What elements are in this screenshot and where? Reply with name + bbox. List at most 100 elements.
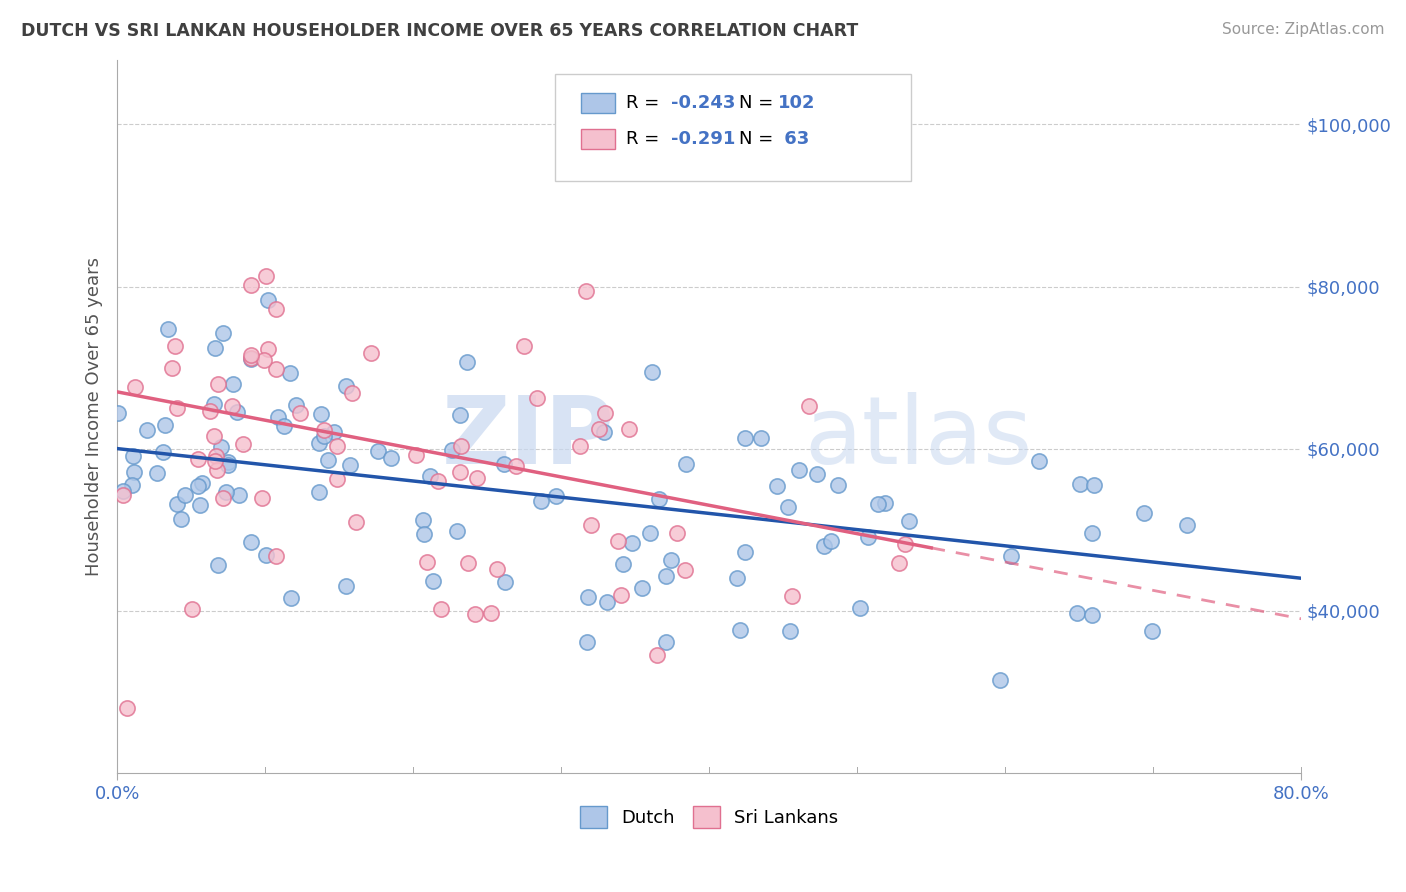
FancyBboxPatch shape <box>581 128 614 149</box>
Point <box>312 423 335 437</box>
Point <box>645 648 668 662</box>
Point <box>648 492 671 507</box>
Point <box>749 431 772 445</box>
Point <box>311 407 333 421</box>
Point <box>898 514 921 528</box>
Point <box>638 526 661 541</box>
Point <box>117 701 139 715</box>
Point <box>217 455 239 469</box>
Point <box>273 418 295 433</box>
Legend: Dutch, Sri Lankans: Dutch, Sri Lankans <box>572 798 846 835</box>
Point <box>725 571 748 585</box>
Point <box>579 518 602 533</box>
Point <box>446 524 468 538</box>
Point <box>610 588 633 602</box>
Point <box>264 362 287 376</box>
Point <box>240 351 263 366</box>
Point <box>124 380 146 394</box>
Point <box>426 474 449 488</box>
Point <box>308 484 330 499</box>
Point <box>412 513 434 527</box>
Point <box>415 555 437 569</box>
Point <box>868 497 890 511</box>
Point <box>787 463 810 477</box>
Point <box>569 439 592 453</box>
Point <box>617 422 640 436</box>
Point <box>889 556 911 570</box>
Point <box>212 491 235 505</box>
Point <box>145 467 167 481</box>
Point <box>135 423 157 437</box>
Point <box>280 366 302 380</box>
Text: N =: N = <box>738 94 779 112</box>
Point <box>257 293 280 308</box>
Point <box>264 302 287 317</box>
Point <box>593 406 616 420</box>
Point <box>166 497 188 511</box>
Point <box>280 591 302 606</box>
Point <box>187 479 209 493</box>
Point <box>335 579 357 593</box>
Point <box>288 406 311 420</box>
Text: 63: 63 <box>778 129 808 148</box>
Point <box>221 400 243 414</box>
Point <box>776 500 799 514</box>
Point <box>893 536 915 550</box>
Point <box>513 339 536 353</box>
Point <box>228 488 250 502</box>
Point <box>335 378 357 392</box>
Text: R =: R = <box>626 94 665 112</box>
Point <box>204 341 226 355</box>
Point <box>728 624 751 638</box>
Point <box>456 355 478 369</box>
Point <box>207 376 229 391</box>
Point <box>1083 478 1105 492</box>
Point <box>202 397 225 411</box>
Point <box>592 425 614 439</box>
Point <box>856 531 879 545</box>
Point <box>661 553 683 567</box>
Point <box>254 548 277 562</box>
Point <box>780 590 803 604</box>
Point <box>450 466 472 480</box>
Point <box>450 439 472 453</box>
Point <box>797 400 820 414</box>
Point <box>665 526 688 541</box>
Point <box>419 469 441 483</box>
Point <box>673 563 696 577</box>
Point <box>252 491 274 506</box>
Point <box>170 511 193 525</box>
Point <box>111 483 134 498</box>
Point <box>1133 506 1156 520</box>
Point <box>1175 517 1198 532</box>
Point <box>1081 526 1104 541</box>
Point <box>575 284 598 298</box>
Point <box>284 398 307 412</box>
Point <box>367 443 389 458</box>
Text: ZIP: ZIP <box>441 392 614 483</box>
Point <box>1066 606 1088 620</box>
Point <box>734 431 756 445</box>
Point <box>441 442 464 457</box>
Point <box>813 539 835 553</box>
Point <box>820 533 842 548</box>
Text: 102: 102 <box>778 94 815 112</box>
Point <box>112 488 135 502</box>
Point <box>1080 607 1102 622</box>
Text: N =: N = <box>738 129 779 148</box>
Point <box>254 269 277 284</box>
Point <box>339 458 361 472</box>
Point <box>326 472 349 486</box>
Point <box>344 515 367 529</box>
Point <box>873 495 896 509</box>
Point <box>641 365 664 379</box>
Point <box>612 557 634 571</box>
Point <box>360 346 382 360</box>
Point <box>215 484 238 499</box>
Point <box>766 479 789 493</box>
Point <box>465 470 488 484</box>
Point <box>1028 453 1050 467</box>
Point <box>596 595 619 609</box>
FancyBboxPatch shape <box>581 93 614 113</box>
FancyBboxPatch shape <box>555 74 911 181</box>
